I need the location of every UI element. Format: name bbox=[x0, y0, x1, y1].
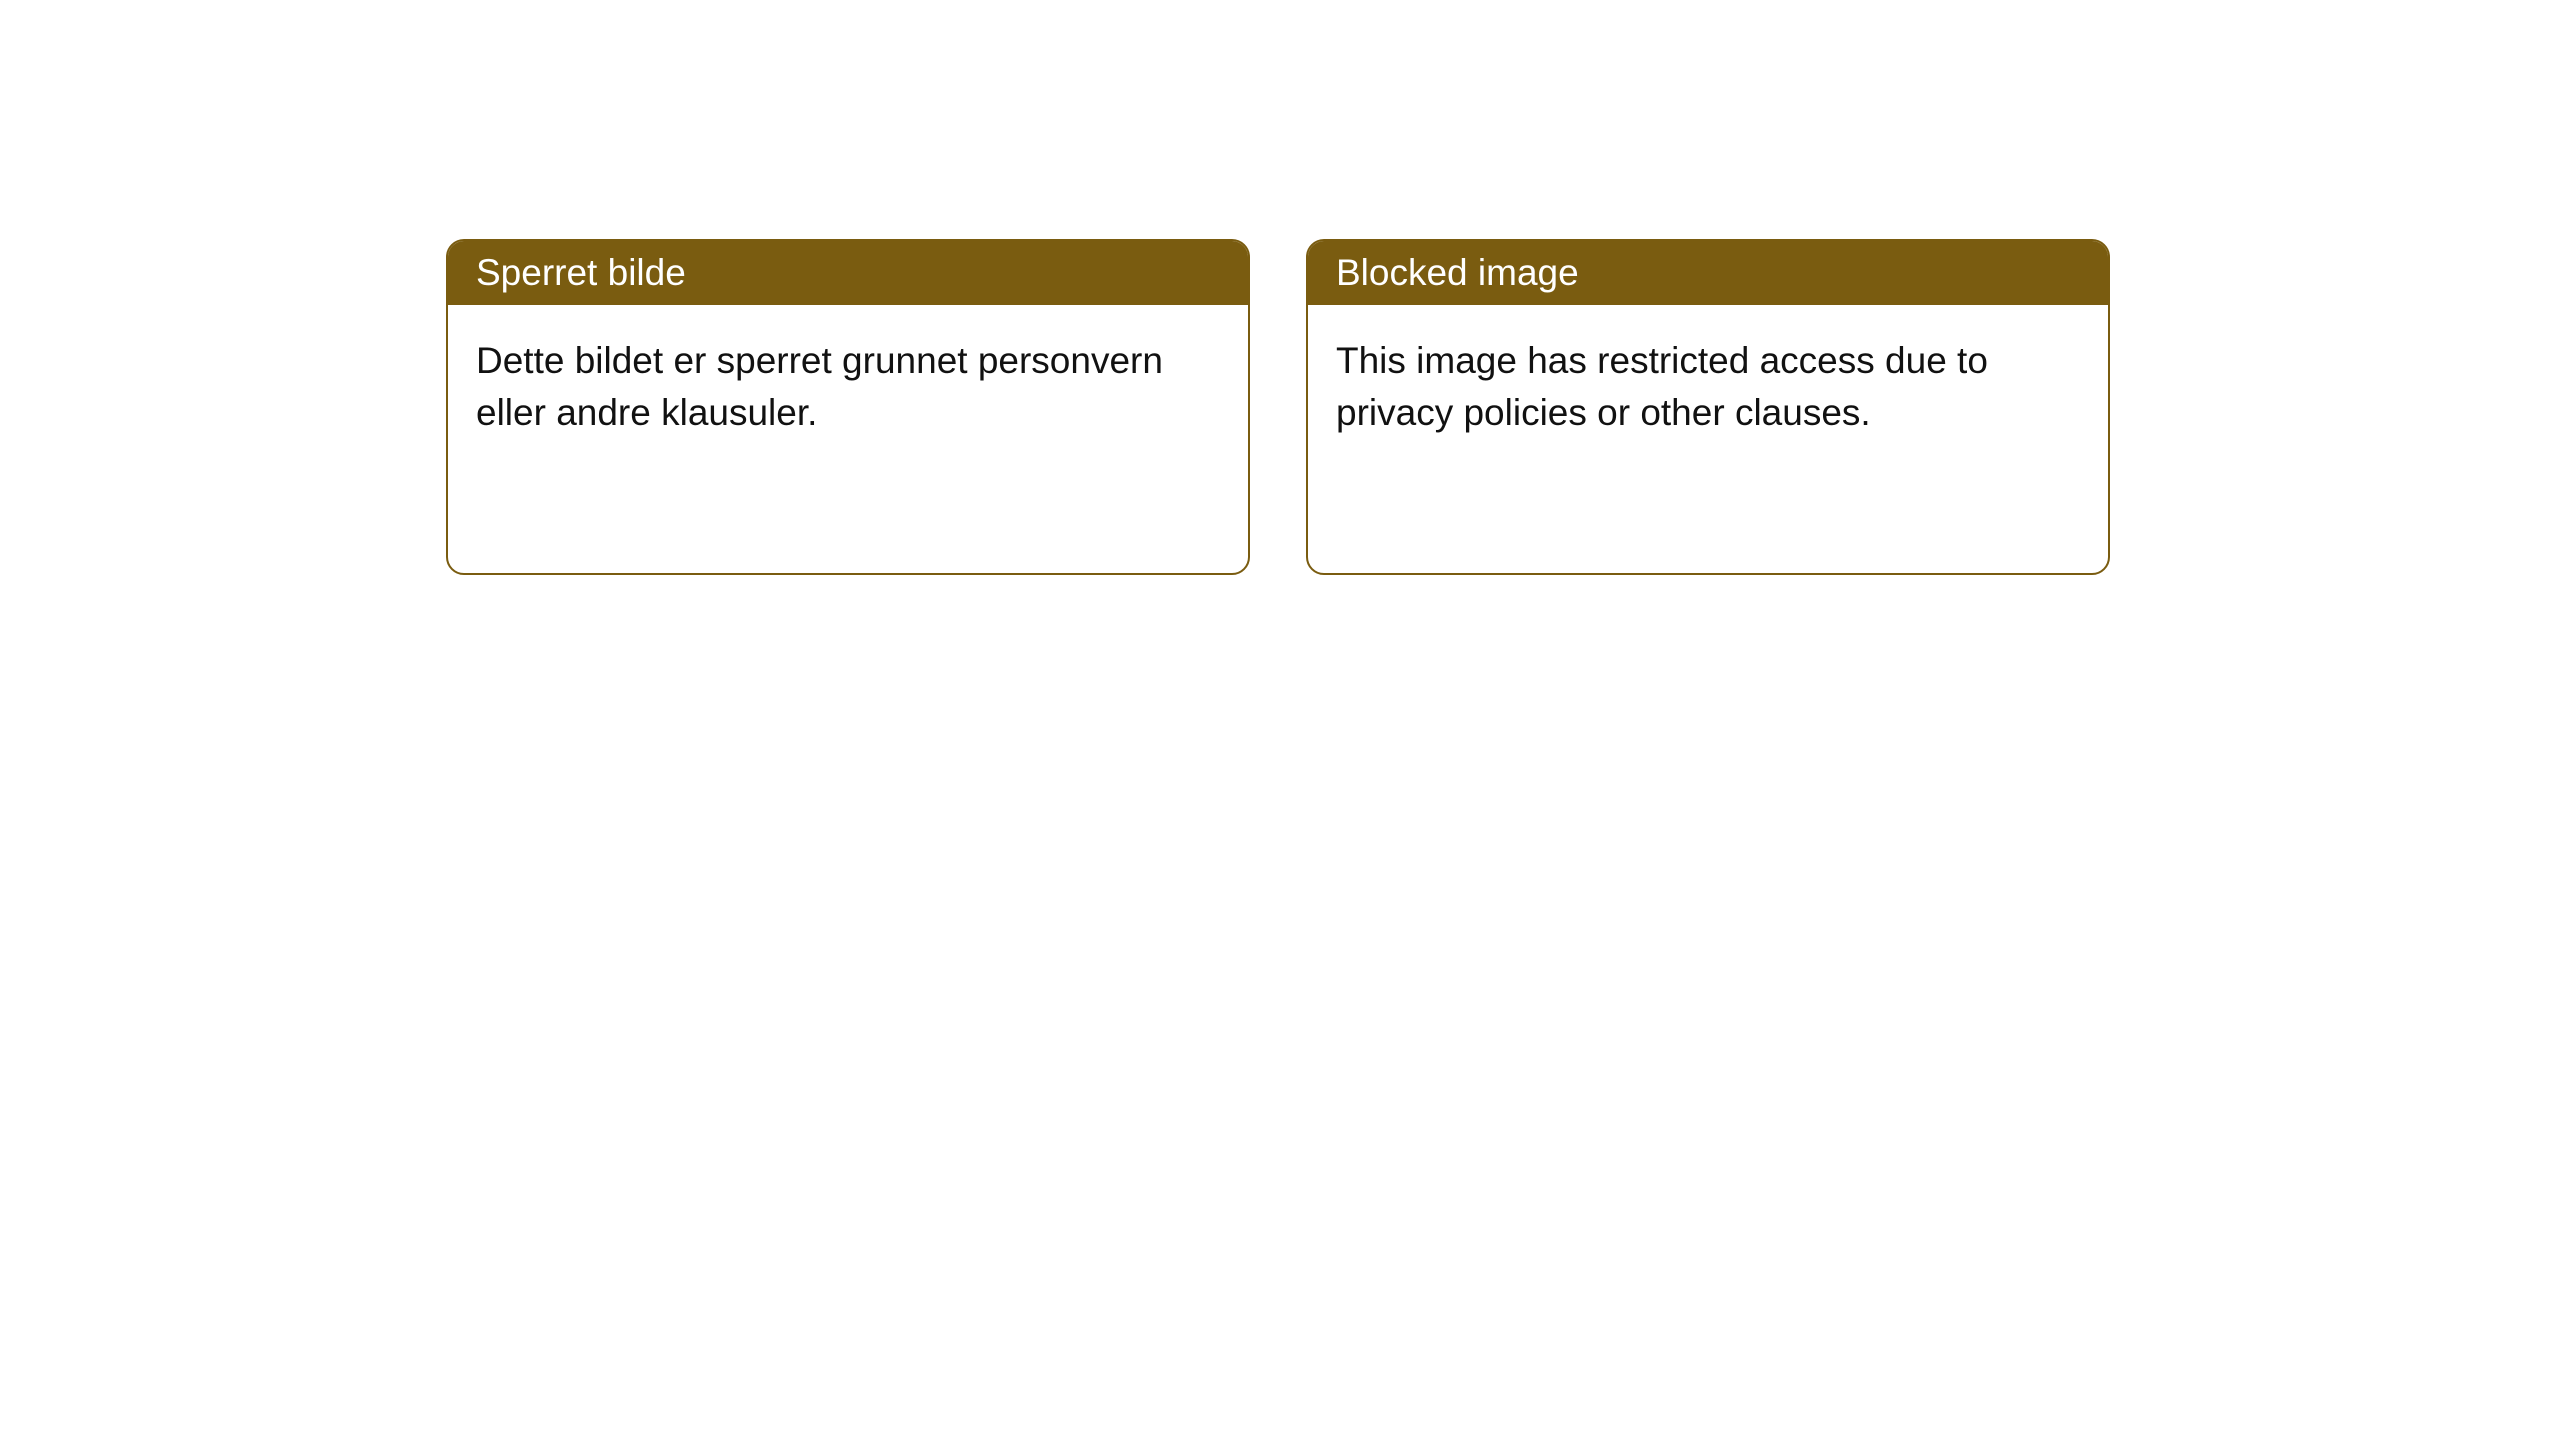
notice-card-english: Blocked image This image has restricted … bbox=[1306, 239, 2110, 575]
notice-container: Sperret bilde Dette bildet er sperret gr… bbox=[0, 0, 2560, 575]
notice-body-english: This image has restricted access due to … bbox=[1308, 305, 2108, 469]
notice-title-norwegian: Sperret bilde bbox=[448, 241, 1248, 305]
notice-title-english: Blocked image bbox=[1308, 241, 2108, 305]
notice-card-norwegian: Sperret bilde Dette bildet er sperret gr… bbox=[446, 239, 1250, 575]
notice-body-norwegian: Dette bildet er sperret grunnet personve… bbox=[448, 305, 1248, 469]
